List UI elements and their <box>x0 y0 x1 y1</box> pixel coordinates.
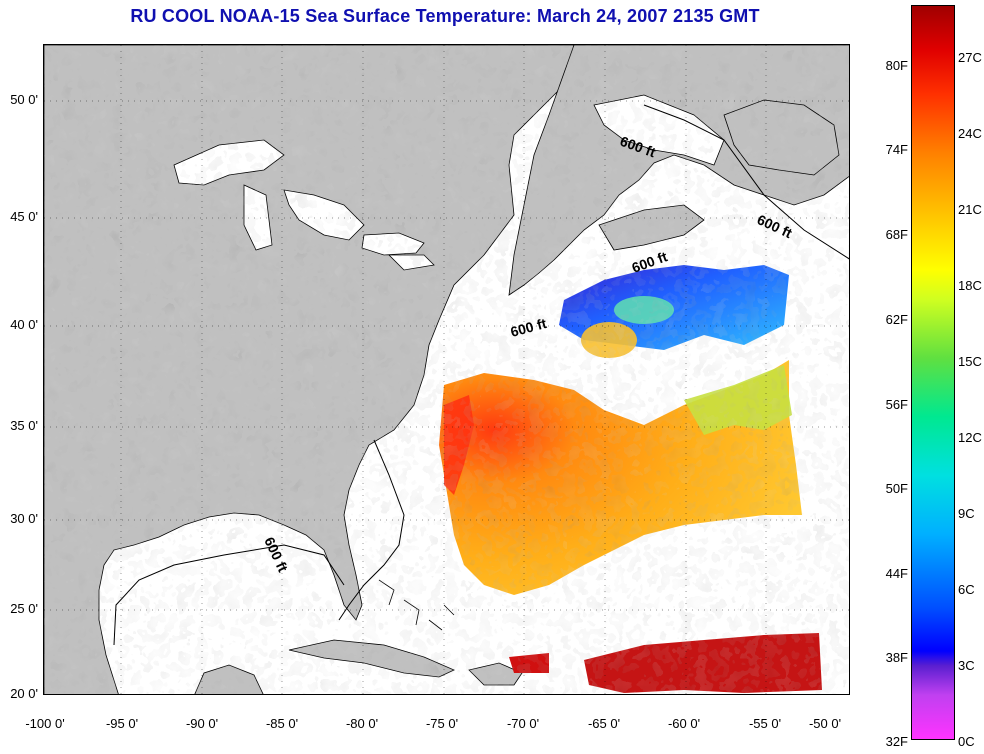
colorbar-c-label-6: 6C <box>958 582 975 597</box>
colorbar-f-label-68: 68F <box>885 227 908 242</box>
colorbar-c-label-0: 0C <box>958 734 975 749</box>
lat-label-45: 45 0' <box>10 209 38 224</box>
colorbar-f-label-50: 50F <box>885 481 908 496</box>
colorbar-c-label-15: 15C <box>958 354 982 369</box>
colorbar-f-label-62: 62F <box>885 312 908 327</box>
colorbar-c-label-9: 9C <box>958 506 975 521</box>
colorbar-c-label-21: 21C <box>958 202 982 217</box>
lon-label-50: -50 0' <box>808 716 842 731</box>
temperature-colorbar <box>911 5 955 740</box>
lon-label-65: -65 0' <box>587 716 621 731</box>
colorbar-c-label-12: 12C <box>958 430 982 445</box>
sst-map: 600 ft 600 ft 600 ft 600 ft 600 ft <box>43 44 850 695</box>
colorbar-f-label-74: 74F <box>885 142 908 157</box>
lon-label-60: -60 0' <box>667 716 701 731</box>
lat-label-50: 50 0' <box>10 92 38 107</box>
map-canvas: 600 ft 600 ft 600 ft 600 ft 600 ft <box>44 45 849 694</box>
lat-label-20: 20 0' <box>10 686 38 701</box>
colorbar-c-label-18: 18C <box>958 278 982 293</box>
lat-label-40: 40 0' <box>10 317 38 332</box>
colorbar-f-label-80: 80F <box>885 58 908 73</box>
sst-noise-texture <box>44 45 849 694</box>
colorbar-f-label-56: 56F <box>885 397 908 412</box>
colorbar-c-label-3: 3C <box>958 658 975 673</box>
map-title: RU COOL NOAA-15 Sea Surface Temperature:… <box>130 6 760 26</box>
lon-label-80: -80 0' <box>345 716 379 731</box>
lon-label-85: -85 0' <box>265 716 299 731</box>
lon-label-55: -55 0' <box>748 716 782 731</box>
lon-label-90: -90 0' <box>185 716 219 731</box>
lon-label-70: -70 0' <box>506 716 540 731</box>
colorbar-f-label-32: 32F <box>885 734 908 749</box>
lon-label-100: -100 0' <box>25 716 65 731</box>
colorbar-f-label-44: 44F <box>885 566 908 581</box>
colorbar-f-label-38: 38F <box>885 650 908 665</box>
colorbar-c-label-27: 27C <box>958 50 982 65</box>
graticule <box>44 45 849 694</box>
lat-label-25: 25 0' <box>10 601 38 616</box>
lat-label-30: 30 0' <box>10 511 38 526</box>
lat-label-35: 35 0' <box>10 418 38 433</box>
sst-data <box>44 45 849 694</box>
lon-label-75: -75 0' <box>425 716 459 731</box>
isobath-600ft-line <box>113 104 849 646</box>
colorbar-c-label-24: 24C <box>958 126 982 141</box>
lon-label-95: -95 0' <box>105 716 139 731</box>
